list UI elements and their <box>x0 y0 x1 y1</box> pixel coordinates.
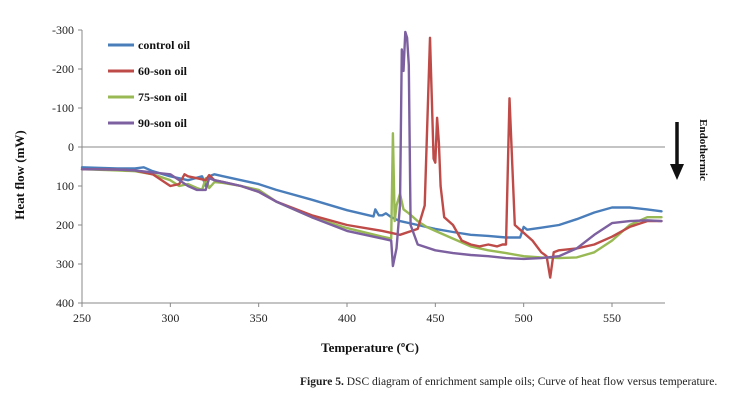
endothermic-arrow-head <box>670 164 684 180</box>
legend-label: control oil <box>138 38 191 52</box>
y-tick-label: -300 <box>52 23 74 37</box>
y-tick-label: -100 <box>52 101 74 115</box>
series-line-60-son-oil <box>80 36 663 279</box>
caption-text: DSC diagram of enrichment sample oils; C… <box>346 376 718 388</box>
y-tick-label: 200 <box>56 218 74 232</box>
legend-label: 90-son oil <box>138 116 188 130</box>
chart-legend: control oil 60-son oil 75-son oil 90-son oi… <box>108 38 191 130</box>
series-line-75-son-oil <box>80 132 663 260</box>
x-tick-label: 550 <box>603 311 621 325</box>
series-line-90-son-oil <box>80 30 663 268</box>
chart-series <box>80 30 663 279</box>
x-axis-label: Temperature (ºC) <box>321 340 419 355</box>
y-tick-label: -200 <box>52 62 74 76</box>
x-tick-label: 350 <box>250 311 268 325</box>
y-tick-label: 100 <box>56 179 74 193</box>
series-line-control-oil <box>80 166 663 239</box>
y-axis-label: Heat flow (mW) <box>12 130 27 220</box>
x-tick-label: 450 <box>426 311 444 325</box>
legend-label: 75-son oil <box>138 90 188 104</box>
y-tick-label: 0 <box>68 140 74 154</box>
caption-label: Figure 5. <box>300 376 344 388</box>
x-tick-label: 400 <box>338 311 356 325</box>
x-tick-label: 300 <box>161 311 179 325</box>
x-tick-label: 500 <box>515 311 533 325</box>
legend-label: 60-son oil <box>138 64 188 78</box>
endothermic-label: Endothermic <box>697 119 709 181</box>
endothermic-annotation: Endothermic <box>670 119 709 181</box>
y-tick-label: 400 <box>56 296 74 310</box>
y-tick-label: 300 <box>56 257 74 271</box>
x-tick-label: 250 <box>73 311 91 325</box>
figure-caption: Figure 5. DSC diagram of enrichment samp… <box>300 376 720 388</box>
